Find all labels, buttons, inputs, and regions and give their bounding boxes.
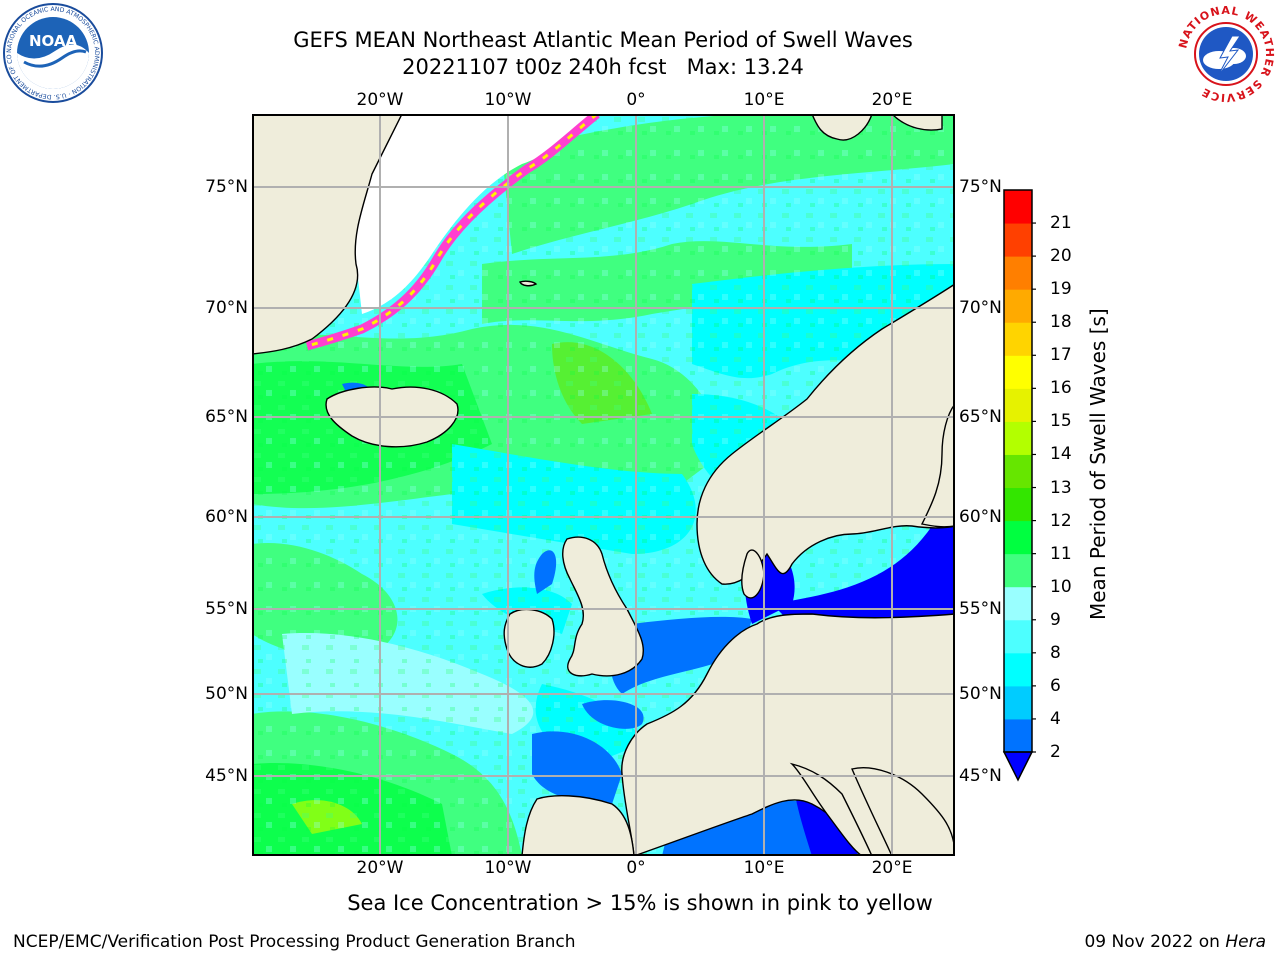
lat-tick-right: 75°N bbox=[959, 177, 1002, 197]
footer-credit: NCEP/EMC/Verification Post Processing Pr… bbox=[13, 932, 576, 952]
colorbar-bin bbox=[1004, 685, 1032, 720]
lon-tick-top: 10°W bbox=[484, 90, 532, 110]
lat-tick-left: 75°N bbox=[205, 177, 248, 197]
colorbar-tick-label: 20 bbox=[1050, 246, 1072, 267]
lat-tick-left: 55°N bbox=[205, 599, 248, 619]
sea-ice-caption: Sea Ice Concentration > 15% is shown in … bbox=[347, 891, 933, 915]
colorbar-extend-triangle bbox=[1002, 751, 1034, 782]
map-frame bbox=[252, 114, 955, 856]
colorbar-bin bbox=[1004, 223, 1032, 257]
nws-logo: NATIONAL WEATHER SERVICE bbox=[1176, 4, 1276, 104]
colorbar-tick-label: 14 bbox=[1050, 444, 1072, 465]
lon-tick-bottom: 0° bbox=[626, 858, 646, 878]
noaa-logo: NATIONAL OCEANIC AND ATMOSPHERIC ADMINIS… bbox=[2, 2, 103, 103]
lat-tick-left: 65°N bbox=[205, 407, 248, 427]
chart-subtitle: 20221107 t00z 240h fcst Max: 13.24 bbox=[402, 55, 804, 79]
lon-tick-top: 20°E bbox=[871, 90, 913, 110]
colorbar-tick-label: 6 bbox=[1050, 675, 1061, 696]
lat-tick-left: 50°N bbox=[205, 684, 248, 704]
colorbar-outline bbox=[1003, 189, 1033, 753]
footer-date-text: 09 Nov 2022 on bbox=[1084, 932, 1226, 952]
lat-tick-right: 60°N bbox=[959, 507, 1002, 527]
colorbar-bin bbox=[1004, 388, 1032, 422]
lon-tick-top: 10°E bbox=[743, 90, 785, 110]
lat-tick-right: 50°N bbox=[959, 684, 1002, 704]
colorbar-bin bbox=[1004, 190, 1032, 224]
lon-tick-bottom: 20°E bbox=[871, 858, 913, 878]
land bbox=[252, 114, 955, 856]
colorbar bbox=[1002, 189, 1036, 782]
colorbar-bin bbox=[1004, 619, 1032, 654]
colorbar-tick-label: 13 bbox=[1050, 477, 1072, 498]
lon-tick-top: 20°W bbox=[356, 90, 404, 110]
lat-tick-right: 45°N bbox=[959, 766, 1002, 786]
colorbar-tick-label: 21 bbox=[1050, 213, 1072, 234]
colorbar-bin bbox=[1004, 289, 1032, 323]
colorbar-bin bbox=[1004, 718, 1032, 753]
lat-tick-left: 60°N bbox=[205, 507, 248, 527]
colorbar-tick-label: 18 bbox=[1050, 312, 1072, 333]
lon-tick-bottom: 10°E bbox=[743, 858, 785, 878]
footer-host: Hera bbox=[1225, 932, 1266, 952]
footer-date: 09 Nov 2022 on Hera bbox=[1084, 932, 1266, 952]
lat-tick-right: 70°N bbox=[959, 298, 1002, 318]
lat-tick-left: 70°N bbox=[205, 298, 248, 318]
lon-tick-top: 0° bbox=[626, 90, 646, 110]
colorbar-tick-label: 9 bbox=[1050, 609, 1061, 630]
lon-tick-bottom: 10°W bbox=[484, 858, 532, 878]
colorbar-bin bbox=[1004, 553, 1032, 588]
colorbar-tick-label: 2 bbox=[1050, 742, 1061, 762]
colorbar-tick-label: 4 bbox=[1050, 708, 1061, 729]
colorbar-tick-label: 12 bbox=[1050, 510, 1072, 531]
colorbar-bin bbox=[1004, 256, 1032, 290]
colorbar-bin bbox=[1004, 454, 1032, 489]
colorbar-bin bbox=[1004, 355, 1032, 389]
map-plot bbox=[252, 114, 955, 856]
chart-title: GEFS MEAN Northeast Atlantic Mean Period… bbox=[293, 28, 913, 52]
colorbar-bin bbox=[1004, 586, 1032, 621]
colorbar-bin bbox=[1004, 487, 1032, 522]
lat-tick-right: 65°N bbox=[959, 407, 1002, 427]
colorbar-label: Mean Period of Swell Waves [s] bbox=[1086, 308, 1110, 620]
noaa-logo-text: NOAA bbox=[29, 32, 78, 50]
colorbar-tick-label: 19 bbox=[1050, 279, 1072, 300]
colorbar-tick-label: 16 bbox=[1050, 378, 1072, 399]
colorbar-bin bbox=[1004, 652, 1032, 687]
colorbar-tick-label: 17 bbox=[1050, 345, 1072, 366]
colorbar-tick-label: 8 bbox=[1050, 642, 1061, 663]
lat-tick-right: 55°N bbox=[959, 599, 1002, 619]
colorbar-tick-label: 11 bbox=[1050, 543, 1072, 564]
colorbar-bin bbox=[1004, 421, 1032, 455]
colorbar-tick-label: 10 bbox=[1050, 576, 1072, 597]
colorbar-tick-label: 15 bbox=[1050, 411, 1072, 432]
graticule bbox=[252, 114, 955, 856]
colorbar-bin bbox=[1004, 322, 1032, 356]
lat-tick-left: 45°N bbox=[205, 766, 248, 786]
colorbar-bin bbox=[1004, 520, 1032, 555]
lon-tick-bottom: 20°W bbox=[356, 858, 404, 878]
